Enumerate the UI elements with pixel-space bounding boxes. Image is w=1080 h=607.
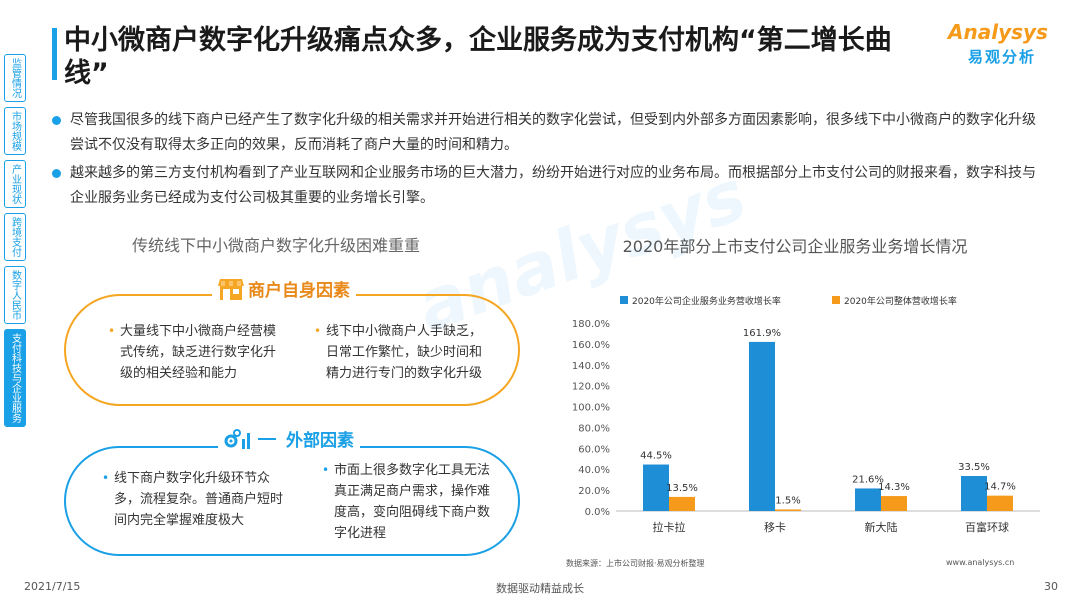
bar (643, 464, 669, 511)
data-label: 21.6% (852, 474, 884, 485)
shop-icon (218, 278, 244, 300)
footer-date: 2021/7/15 (24, 580, 81, 593)
side-nav: 监管情况 市场规模 产业现状 跨境支付 数字人民币 支付科技与企业服务 (4, 54, 26, 432)
legend-swatch (832, 296, 840, 304)
bullet-item: 越来越多的第三方支付机构看到了产业互联网和企业服务市场的巨大潜力，纷纷开始进行对… (52, 161, 1042, 211)
x-tick-label: 拉卡拉 (653, 520, 686, 534)
bullet-item: 尽管我国很多的线下商户已经产生了数字化升级的相关需求并开始进行相关的数字化尝试，… (52, 108, 1042, 158)
bar-chart: 2020年公司企业服务业务营收增长率 2020年公司整体营收增长率 0.0% 20.0… (572, 295, 1040, 534)
gears-chart-icon (224, 428, 250, 449)
y-tick-label: 180.0% (572, 319, 610, 330)
page-title: 中小微商户数字化升级痛点众多，企业服务成为支付机构“第二增长曲线” (64, 25, 892, 89)
bullet-dot-icon (52, 116, 61, 125)
logo-en: Analysys (948, 20, 1048, 44)
legend-swatch (620, 296, 628, 304)
chart-title: 2020年部分上市支付公司企业服务业务增长情况 (622, 237, 968, 256)
y-tick-label: 20.0% (578, 486, 610, 497)
internal-factor-item: • 大量线下中小微商户经营模式传统，缺乏进行数字化升级的相关经验和能力 (108, 321, 280, 384)
data-label: 13.5% (666, 483, 698, 494)
left-panel-heading: 传统线下中小微商户数字化升级困难重重 (132, 236, 421, 255)
x-tick-label: 百富环球 (965, 520, 1009, 534)
nav-item-industry-status[interactable]: 产业现状 (4, 160, 26, 208)
y-tick-label: 120.0% (572, 382, 610, 393)
legend-label: 2020年公司整体营收增长率 (844, 295, 957, 307)
data-label: 33.5% (958, 462, 990, 473)
logo: Analysys 易观分析 (948, 20, 1058, 70)
data-label: 14.7% (984, 482, 1016, 493)
bullet-list: 尽管我国很多的线下商户已经产生了数字化升级的相关需求并开始进行相关的数字化尝试，… (52, 108, 1042, 214)
y-tick-label: 60.0% (578, 444, 610, 455)
bar (669, 496, 695, 511)
y-tick-label: 160.0% (572, 340, 610, 351)
y-tick-label: 140.0% (572, 361, 610, 372)
legend-label: 2020年公司企业服务业务营收增长率 (632, 295, 781, 307)
page-number: 30 (1044, 580, 1058, 593)
x-tick-label: 新大陆 (865, 520, 898, 534)
logo-cn: 易观分析 (968, 48, 1037, 66)
data-label: 14.3% (878, 482, 910, 493)
nav-item-regulation[interactable]: 监管情况 (4, 54, 26, 102)
bullet-dot-icon: • (102, 471, 110, 485)
label-dash (258, 437, 276, 440)
y-tick-label: 100.0% (572, 403, 610, 414)
footer-slogan: 数据驱动精益成长 (496, 582, 584, 595)
nav-item-digital-rmb[interactable]: 数字人民币 (4, 266, 26, 324)
y-tick-label: 0.0% (585, 507, 610, 518)
bullet-dot-icon: • (322, 463, 330, 477)
internal-factor-item: • 线下中小微商户人手缺乏，日常工作繁忙，缺少时间和精力进行专门的数字化升级 (314, 321, 494, 384)
bullet-dot-icon: • (108, 324, 116, 338)
bar (775, 509, 801, 511)
bar (749, 341, 775, 511)
y-tick-label: 40.0% (578, 465, 610, 476)
website: www.analysys.cn (946, 558, 1015, 567)
data-label: 161.9% (743, 328, 781, 339)
bullet-dot-icon: • (314, 324, 322, 338)
external-factors-label: 外部因素 (218, 426, 360, 451)
nav-item-market-size[interactable]: 市场规模 (4, 107, 26, 155)
bullet-dot-icon (52, 169, 61, 178)
y-tick-label: 80.0% (578, 423, 610, 434)
x-tick-label: 移卡 (764, 521, 786, 534)
title-accent-bar (52, 28, 57, 80)
nav-item-paytech[interactable]: 支付科技与企业服务 (4, 329, 26, 427)
external-factor-item: • 线下商户数字化升级环节众多，流程复杂。普通商户短时间内完全掌握难度极大 (102, 468, 294, 531)
nav-item-cross-border[interactable]: 跨境支付 (4, 213, 26, 261)
data-source: 数据来源：上市公司财报·易观分析整理 (566, 559, 705, 568)
data-label: 1.5% (775, 495, 800, 506)
data-label: 44.5% (640, 451, 672, 462)
bar (855, 488, 881, 511)
bar (987, 495, 1013, 511)
external-factor-item: • 市面上很多数字化工具无法真正满足商户需求，操作难度高，变向阻碍线下商户数字化… (322, 460, 494, 544)
bar (961, 476, 987, 511)
bar (881, 496, 907, 511)
internal-factors-label: 商户自身因素 (212, 276, 356, 301)
